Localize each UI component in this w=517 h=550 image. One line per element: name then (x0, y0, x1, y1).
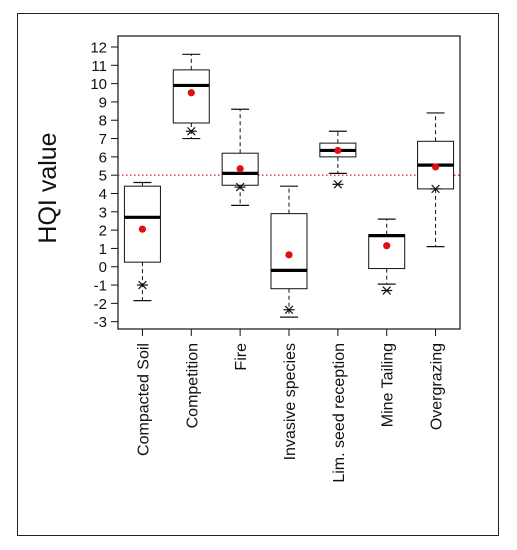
x-category-label: Overgrazing (429, 343, 446, 430)
outlier-stroke (187, 126, 196, 136)
outlier-asterisk (283, 305, 295, 315)
y-tick-label: 3 (99, 204, 107, 221)
mean-marker (431, 163, 440, 171)
figure-frame (17, 13, 499, 536)
mean-marker (334, 146, 342, 155)
x-category-label: Fire (233, 343, 250, 371)
box-competition (172, 53, 210, 140)
y-tick-label: 2 (99, 223, 107, 240)
y-tick-label: 12 (90, 39, 107, 56)
outlier-asterisk (234, 182, 246, 192)
y-tick-label: -3 (94, 314, 107, 331)
outlier-stroke (284, 305, 294, 315)
outlier-stroke (333, 180, 343, 189)
x-category-label: Mine Tailing (380, 343, 397, 427)
outlier-stroke (382, 286, 391, 295)
box-lim-seed-reception (319, 130, 357, 189)
mean-marker (187, 89, 195, 97)
iqr-box (368, 234, 406, 270)
iqr-box (123, 185, 161, 263)
x-category-label: Invasive species (282, 343, 299, 460)
outlier-stroke (138, 280, 147, 290)
outlier-asterisk (332, 180, 344, 189)
y-tick-label: 11 (91, 58, 107, 75)
y-tick-label: 10 (90, 76, 107, 93)
x-category-label: Compacted Soil (135, 343, 152, 456)
box-mine-tailing (368, 218, 406, 295)
x-category-label: Competition (184, 343, 201, 428)
y-tick-label: 9 (99, 94, 107, 111)
outlier-asterisk (430, 184, 442, 194)
y-tick-label: 5 (99, 168, 107, 185)
y-axis-label: HQI value (34, 132, 62, 243)
box-invasive-species (270, 185, 308, 318)
y-tick-label: 1 (99, 241, 107, 258)
outlier-asterisk (136, 280, 148, 290)
y-tick-label: -2 (94, 296, 107, 313)
outlier-asterisk (185, 126, 197, 136)
iqr-box (172, 69, 210, 124)
y-tick-label: 8 (99, 113, 107, 130)
mean-marker (383, 242, 391, 250)
box-overgrazing (417, 112, 455, 248)
mean-marker (236, 165, 244, 173)
outlier-asterisk (381, 286, 393, 295)
y-tick-label: 6 (99, 149, 107, 166)
iqr-box (270, 213, 308, 290)
y-tick-label: 7 (99, 131, 107, 148)
box-compacted-soil (123, 181, 161, 302)
box-fire (221, 108, 259, 206)
y-tick-label: 0 (99, 259, 107, 276)
mean-marker (138, 225, 147, 233)
y-tick-label: 4 (99, 186, 107, 203)
outlier-stroke (235, 182, 245, 192)
y-tick-label: -1 (94, 278, 107, 295)
x-category-label: Lim. seed reception (331, 343, 348, 483)
mean-marker (285, 251, 293, 259)
outlier-stroke (431, 184, 440, 194)
